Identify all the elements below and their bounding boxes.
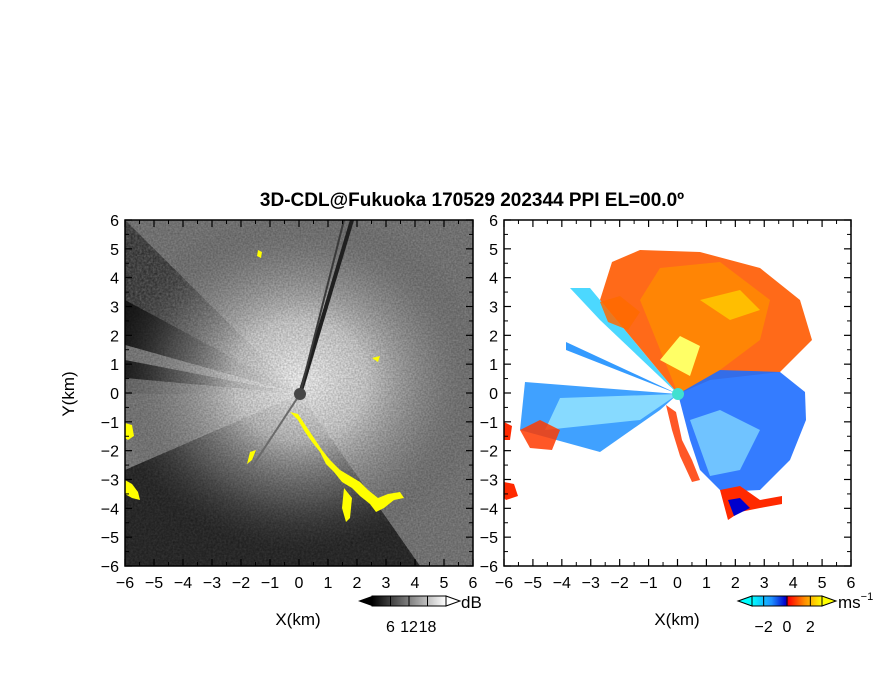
velocity-xtick-label: 1 [702, 575, 711, 592]
intensity-xtick-label: 3 [382, 575, 391, 592]
intensity-ytick-label: 0 [110, 386, 119, 403]
intensity-ytick-label: 5 [110, 242, 119, 259]
velocity-xtick-label: −5 [524, 575, 542, 592]
intensity-xtick-label: 5 [440, 575, 449, 592]
intensity-colorbar-unit: dB [461, 593, 482, 612]
velocity-xtick-label: −3 [582, 575, 600, 592]
intensity-xtick-label: −1 [261, 575, 279, 592]
velocity-xtick-label: 5 [818, 575, 827, 592]
velocity-xtick-label: 4 [789, 575, 798, 592]
intensity-ytick-label: 2 [110, 328, 119, 345]
intensity-colorbar-tick-label: 12 [400, 619, 418, 636]
velocity-xtick-label: 0 [673, 575, 682, 592]
intensity-colorbar: 6 12 18 dB [358, 593, 482, 636]
intensity-xtick-label: −4 [174, 575, 192, 592]
intensity-colorbar-tick-label: 18 [419, 619, 437, 636]
velocity-ytick-label: −2 [480, 444, 498, 461]
velocity-ytick-label: 0 [489, 386, 498, 403]
velocity-ytick-label: −6 [480, 559, 498, 576]
intensity-axes: −6 −5 −4 −3 −2 −1 0 1 2 3 4 5 6 −6 −5 −4 −3 −2 −1 0 1 2 3 4 5 6 [101, 213, 478, 592]
intensity-xtick-label: −2 [232, 575, 250, 592]
intensity-ytick-label: 3 [110, 300, 119, 317]
intensity-panel: −6 −5 −4 −3 −2 −1 0 1 2 3 4 5 6 −6 −5 −4 −3 −2 −1 0 1 2 3 4 5 6 X… [59, 213, 478, 629]
velocity-xtick-label: 6 [847, 575, 856, 592]
intensity-ytick-label: 1 [110, 357, 119, 374]
velocity-colorbar: −2 0 2 ms−1 [736, 591, 873, 636]
intensity-ytick-label: −4 [101, 501, 119, 518]
velocity-colorbar-tick-label: 2 [806, 619, 815, 636]
velocity-xtick-label: −2 [611, 575, 629, 592]
intensity-xtick-label: 0 [295, 575, 304, 592]
velocity-colorbar-tick-label: −2 [755, 619, 773, 636]
intensity-ytick-label: −2 [101, 444, 119, 461]
intensity-xtick-label: −3 [203, 575, 221, 592]
intensity-xtick-label: −6 [116, 575, 134, 592]
intensity-colorbar-tick-label: 6 [386, 619, 395, 636]
velocity-ytick-label: 2 [489, 328, 498, 345]
velocity-ytick-label: −4 [480, 501, 498, 518]
intensity-xtick-label: 1 [324, 575, 333, 592]
velocity-xtick-label: −6 [495, 575, 513, 592]
velocity-axes: −6 −5 −4 −3 −2 −1 0 1 2 3 4 5 6 −6 −5 −4 −3 −2 −1 0 1 2 3 4 5 6 [480, 213, 856, 592]
velocity-xtick-label: 2 [731, 575, 740, 592]
velocity-ytick-label: 5 [489, 242, 498, 259]
velocity-ytick-label: 6 [489, 213, 498, 230]
velocity-xtick-label: 3 [760, 575, 769, 592]
velocity-colorbar-unit: ms−1 [838, 591, 873, 612]
velocity-ytick-label: −5 [480, 530, 498, 547]
intensity-xtick-label: 6 [469, 575, 478, 592]
velocity-image [504, 250, 812, 520]
velocity-ytick-label: −3 [480, 473, 498, 490]
intensity-ytick-label: −3 [101, 473, 119, 490]
intensity-ytick-label: −5 [101, 530, 119, 547]
intensity-ytick-label: 6 [110, 213, 119, 230]
intensity-ylabel: Y(km) [59, 371, 78, 416]
velocity-ytick-label: 3 [489, 300, 498, 317]
intensity-ytick-label: −6 [101, 559, 119, 576]
intensity-ytick-label: −1 [101, 415, 119, 432]
velocity-ytick-label: 1 [489, 357, 498, 374]
figure-title: 3D-CDL@Fukuoka 170529 202344 PPI EL=00.0… [260, 190, 684, 211]
intensity-image [125, 220, 473, 566]
intensity-xtick-label: 2 [353, 575, 362, 592]
intensity-xtick-label: −5 [145, 575, 163, 592]
velocity-ytick-label: −1 [480, 415, 498, 432]
intensity-xtick-label: 4 [411, 575, 420, 592]
velocity-ytick-label: 4 [489, 271, 498, 288]
velocity-panel: −6 −5 −4 −3 −2 −1 0 1 2 3 4 5 6 −6 −5 −4 −3 −2 −1 0 1 2 3 4 5 6 X… [480, 213, 856, 629]
intensity-ytick-label: 4 [110, 271, 119, 288]
velocity-xtick-label: −1 [639, 575, 657, 592]
velocity-xtick-label: −4 [553, 575, 571, 592]
intensity-xlabel: X(km) [275, 610, 320, 629]
velocity-colorbar-tick-label: 0 [783, 619, 792, 636]
velocity-xlabel: X(km) [654, 610, 699, 629]
